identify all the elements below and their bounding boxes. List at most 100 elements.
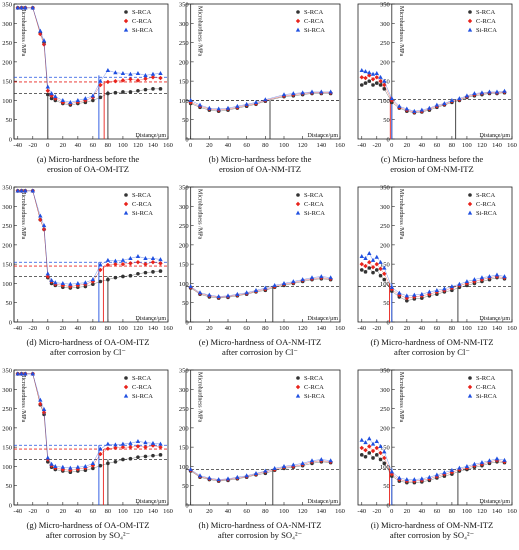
x-tick-label: 160: [163, 508, 173, 515]
y-tick-label: 200: [179, 59, 189, 66]
data-point-c-rca: [382, 455, 387, 461]
x-tick-label: -40: [357, 325, 366, 332]
x-axis-label: Distance/μm: [307, 133, 338, 139]
y-tick-label: 50: [182, 483, 189, 490]
y-tick-label: 50: [182, 300, 189, 307]
y-tick-label: 100: [179, 464, 189, 471]
data-point-c-rca: [135, 78, 141, 83]
x-tick-label: 140: [148, 142, 158, 149]
data-point-si-rca: [253, 99, 259, 104]
data-point-c-rca: [158, 261, 163, 266]
data-point-s-rca: [113, 460, 118, 464]
data-point-s-rca: [158, 269, 163, 273]
legend-marker-si-rca: [467, 27, 473, 32]
legend-marker-c-rca: [467, 384, 473, 390]
x-tick-label: 80: [105, 325, 112, 332]
data-point-c-rca: [45, 274, 51, 279]
y-tick-label: 250: [380, 40, 390, 47]
series-line-c-rca: [190, 460, 331, 481]
data-point-s-rca: [83, 468, 88, 473]
data-point-s-rca: [405, 298, 409, 303]
legend-label: Si-RCA: [304, 27, 325, 34]
data-point-c-rca: [378, 78, 383, 84]
y-tick-label: 0: [387, 320, 390, 327]
data-point-si-rca: [105, 441, 111, 446]
data-point-si-rca: [502, 457, 507, 462]
data-point-si-rca: [464, 279, 470, 284]
y-tick-label: 250: [179, 223, 189, 230]
x-tick-label: 20: [206, 142, 213, 149]
x-tick-label: 120: [298, 508, 308, 515]
y-tick-label: 350: [380, 185, 390, 192]
data-point-si-rca: [19, 188, 24, 193]
y-tick-label: 0: [9, 503, 12, 510]
data-point-si-rca: [38, 397, 43, 402]
data-point-s-rca: [382, 87, 387, 91]
data-point-si-rca: [449, 98, 455, 103]
data-point-si-rca: [300, 90, 305, 95]
data-point-si-rca: [143, 72, 148, 77]
legend-marker-c-rca: [295, 18, 301, 24]
legend-label: S-RCA: [132, 9, 151, 16]
chart-svg: 0 50 100 150 200 250 300 350 Microhardness /MPa 0…: [179, 185, 345, 333]
y-tick-label: 350: [179, 185, 189, 192]
data-point-s-rca: [371, 270, 375, 275]
x-tick-label: 40: [225, 142, 232, 149]
data-point-s-rca: [378, 457, 383, 462]
series-line-si-rca: [190, 459, 331, 480]
x-tick-label: -40: [357, 142, 366, 149]
legend-marker-s-rca: [124, 10, 128, 14]
legend-marker-s-rca: [124, 376, 128, 380]
panel-caption-i: (i) Micro-hardness of OM-NM-ITZ after cor…: [346, 520, 518, 540]
data-point-si-rca: [90, 93, 96, 98]
y-axis-label: Microhardness /MPa: [20, 372, 26, 422]
data-point-si-rca: [68, 465, 73, 470]
legend-marker-c-rca: [467, 201, 473, 207]
x-tick-label: 60: [434, 325, 441, 332]
legend-marker-s-rca: [468, 376, 472, 380]
data-point-s-rca: [367, 266, 372, 270]
data-point-si-rca: [207, 475, 212, 480]
panel-caption-h: (h) Micro-hardness of OA-NM-ITZ after cor…: [174, 520, 346, 540]
data-point-c-rca: [363, 263, 368, 269]
data-point-si-rca: [472, 91, 477, 96]
data-point-c-rca: [378, 450, 383, 456]
data-point-c-rca: [41, 42, 47, 47]
caption-line-1: (c) Micro-hardness before the: [380, 154, 484, 164]
legend-label: S-RCA: [476, 192, 495, 199]
data-point-s-rca: [382, 277, 387, 282]
data-point-c-rca: [38, 217, 43, 222]
y-tick-label: 350: [380, 368, 390, 375]
x-tick-label: 80: [262, 325, 269, 332]
data-point-si-rca: [382, 449, 387, 454]
y-tick-label: 150: [179, 79, 189, 86]
data-point-s-rca: [143, 270, 148, 275]
x-tick-label: 140: [492, 508, 502, 515]
data-point-si-rca: [45, 455, 51, 460]
x-tick-label: 120: [477, 142, 487, 149]
data-point-c-rca: [367, 260, 372, 265]
data-point-si-rca: [281, 281, 287, 286]
caption-line-1: (d) Micro-hardness of OA-OM-ITZ: [26, 337, 150, 347]
data-point-si-rca: [382, 265, 387, 270]
data-point-si-rca: [263, 285, 268, 290]
data-point-c-rca: [90, 279, 96, 284]
data-point-si-rca: [225, 293, 231, 298]
plot-frame: [357, 186, 513, 323]
chart-panel-f: 0 50 100 150 200 250 300 350 Microhardness /MPa -…: [346, 183, 516, 366]
data-point-c-rca: [363, 75, 368, 81]
data-point-si-rca: [15, 188, 20, 193]
data-point-si-rca: [442, 286, 447, 291]
x-tick-label: 160: [335, 508, 345, 515]
x-tick-label: 160: [163, 325, 173, 332]
data-point-si-rca: [328, 89, 333, 94]
data-point-c-rca: [359, 75, 364, 80]
data-point-s-rca: [359, 83, 364, 87]
data-point-s-rca: [363, 81, 368, 85]
data-point-si-rca: [412, 477, 417, 482]
data-point-si-rca: [300, 277, 305, 282]
data-point-si-rca: [143, 255, 148, 260]
data-point-c-rca: [397, 292, 402, 298]
data-point-s-rca: [113, 275, 118, 280]
data-point-c-rca: [370, 77, 376, 82]
